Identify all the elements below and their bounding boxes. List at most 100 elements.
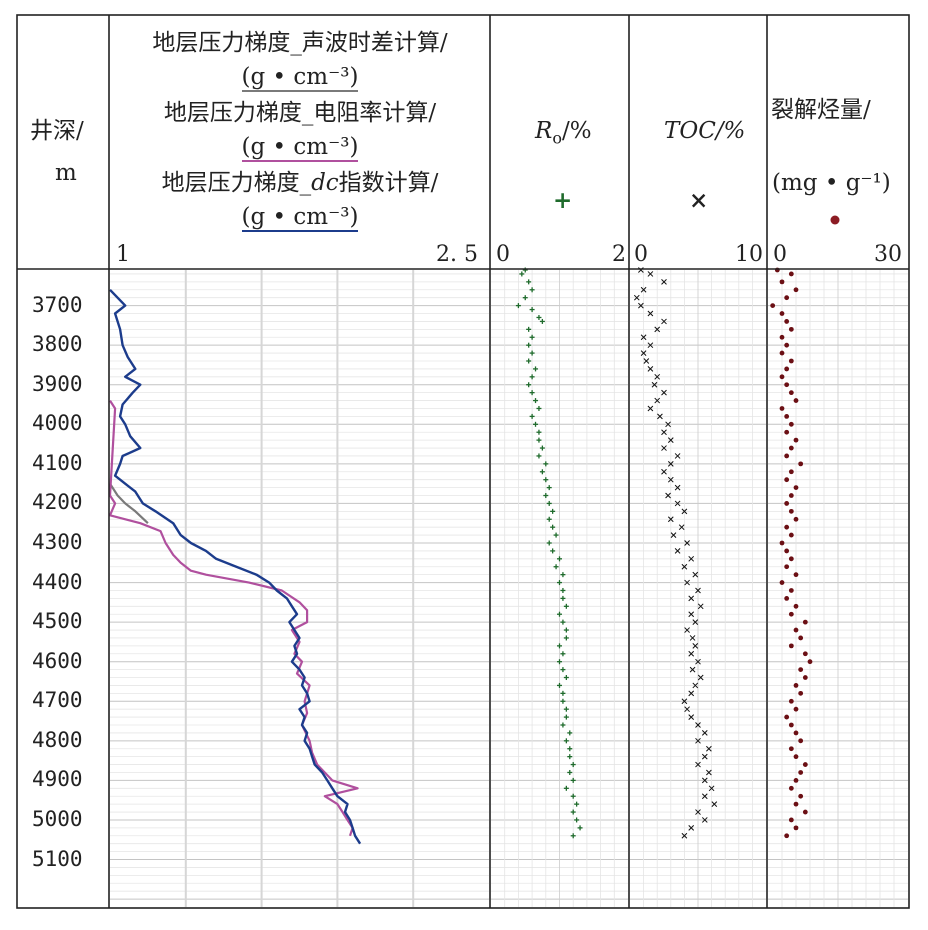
series-line-acoustic [109,483,149,524]
ro-point [546,516,552,522]
crack-point [788,493,794,498]
toc-point [692,682,699,689]
toc-point-b [647,310,654,317]
toc-point [661,389,667,396]
toc-point-b [647,366,654,372]
frame-layer [16,14,910,909]
crack-point [793,485,799,491]
crack-point [793,437,799,443]
toc-point-b [695,722,701,728]
toc-point [688,825,695,831]
toc-point [654,326,661,333]
toc-point [697,674,704,681]
pressure-title-dc-italic: dc [311,170,339,196]
outer-frame [16,14,910,909]
ro-point [560,572,566,578]
ro-point [536,453,542,459]
toc-point [640,350,647,356]
data-layer [108,267,813,845]
crack-point [784,564,790,570]
pressure-unit-resistivity: (g • cm⁻³) [110,134,490,162]
toc-point-b [701,793,708,800]
toc-point [678,524,685,531]
toc-point [665,421,671,428]
crack-point [779,350,785,356]
toc-point-b [647,342,654,349]
toc-point [661,318,667,325]
toc-title: TOC/% [664,118,745,144]
crack-point [788,358,794,364]
crack-point [793,801,799,807]
toc-point-b [701,777,708,784]
crack-point [793,603,799,609]
toc-point-b [688,555,695,562]
toc-point [689,666,696,673]
toc-point-b [711,801,718,807]
ro-point [526,342,532,348]
toc-point-b [670,532,677,538]
depth-tick-label: 3800 [32,332,83,357]
toc-point [695,737,701,744]
toc-point [643,358,650,364]
crack-point [779,311,785,316]
ro-point [529,334,535,340]
ro-point [570,762,576,768]
toc-point [640,334,647,341]
crack-point [784,413,790,419]
ro-point [529,287,535,293]
ro-point [553,564,559,570]
toc-point-b [681,832,688,839]
toc-point-b [695,658,701,665]
ro-point [563,714,569,720]
toc-point-b [667,437,674,443]
crack-point [784,319,790,324]
depth-tick-label: 4100 [32,450,83,475]
ro-point [536,405,542,411]
toc-legend-symbol: × [689,187,709,214]
toc-point [695,722,701,728]
toc-point [654,397,661,404]
toc-point [706,769,712,776]
toc-point [647,342,654,349]
crack-point [788,588,794,593]
crack-point [798,461,804,467]
crack-point [784,595,790,601]
toc-point-b [692,682,699,689]
depth-tick-label: 3900 [32,371,83,396]
toc-point-b [665,421,671,428]
ro-point [550,548,556,554]
toc-point [688,555,695,562]
crack-point [793,683,799,688]
toc-point-b [654,373,661,380]
ro-point [560,651,566,657]
toc-point-b [667,461,674,467]
crack-point [793,398,799,403]
depth-tick-label: 5100 [32,846,83,871]
toc-point [670,532,677,538]
ro-point [515,303,521,309]
crack-legend-symbol [830,215,840,225]
toc-point-b [684,627,690,633]
ro-point [567,754,573,760]
toc-point [688,650,695,657]
ro-point [529,374,535,380]
ro-point [570,777,576,783]
toc-point-b [681,698,688,705]
crack-point [779,406,785,411]
crack-point [807,659,813,665]
pressure-axis-min: 1 [116,242,130,267]
ro-point [539,445,545,451]
ro-point [526,326,532,332]
ro-point [574,817,580,823]
toc-point [647,405,654,412]
toc-point-b [678,524,685,531]
ro-point [557,580,562,586]
toc-point-b [701,753,708,760]
ro-point [560,587,566,593]
ro-point [543,493,549,499]
crack-point [770,303,776,309]
crack-point [788,643,794,649]
pressure-unit-dc: (g • cm⁻³) [110,204,490,232]
crack-point [779,334,785,340]
